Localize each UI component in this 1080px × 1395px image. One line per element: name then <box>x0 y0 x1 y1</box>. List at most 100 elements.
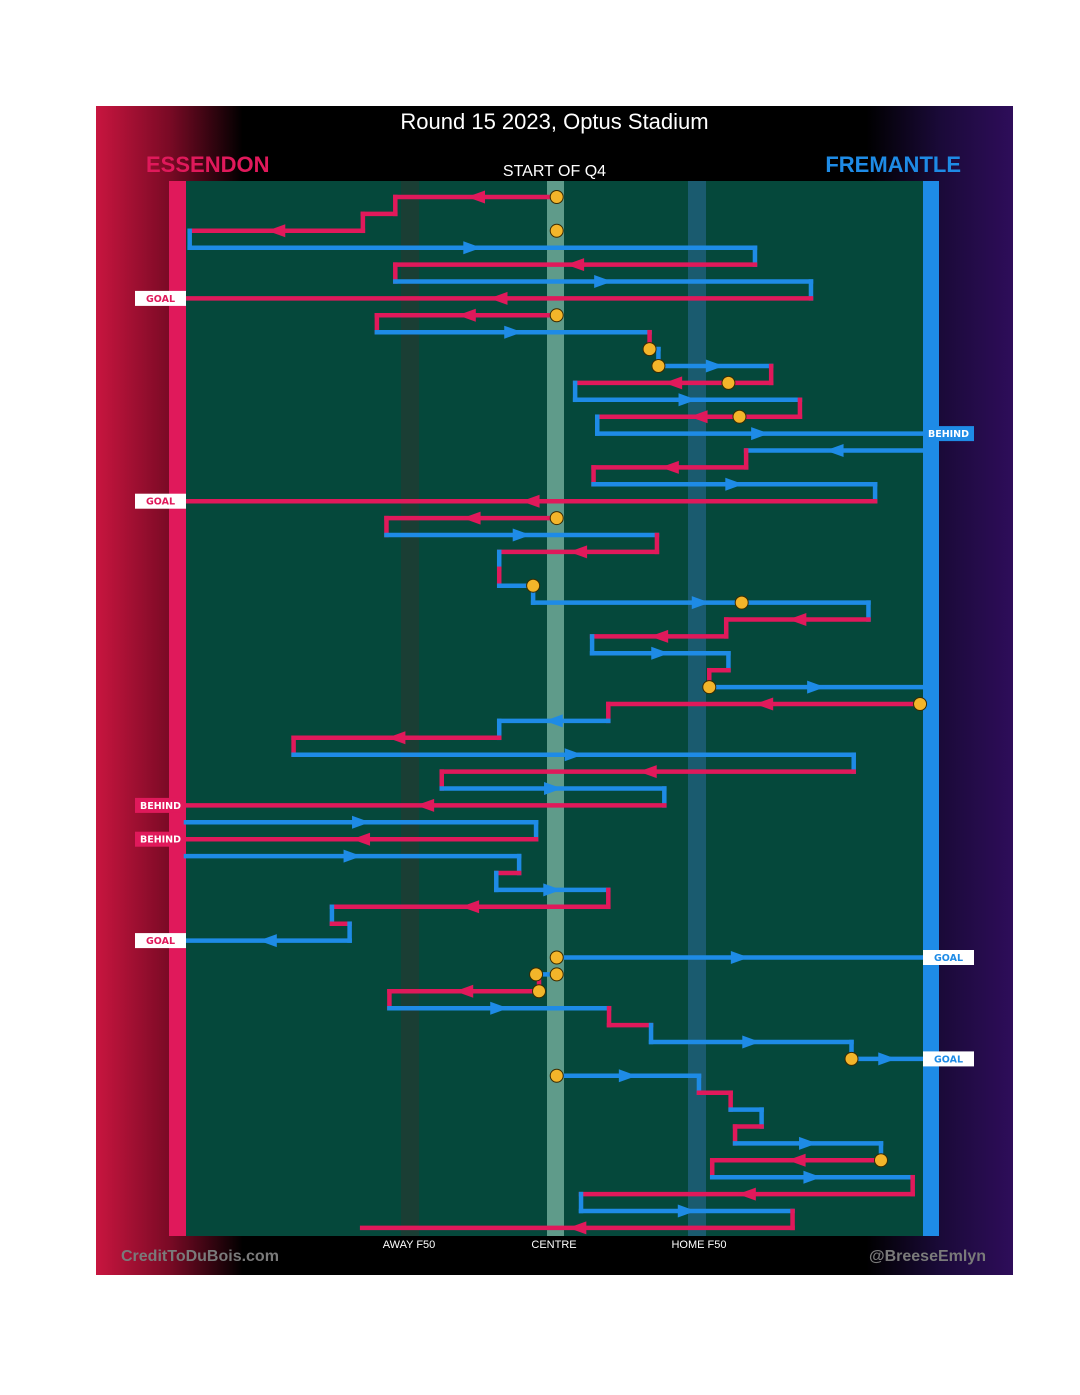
stoppage-marker <box>529 967 544 982</box>
chain-arrow <box>490 1001 509 1015</box>
chain-arrow <box>807 680 826 694</box>
chain-arrow <box>467 190 486 204</box>
chain-chart: GOAL BEHIND GOAL BEHIND BEHIND GOAL GOAL GOAL <box>135 181 974 1236</box>
stoppage-marker <box>526 578 541 593</box>
stoppage-marker <box>913 697 928 711</box>
chain-arrow <box>387 731 406 745</box>
chain-arrow <box>568 1221 587 1235</box>
chain-arrow <box>504 325 523 339</box>
chain-arrow <box>543 883 562 897</box>
chain-arrow <box>594 275 613 288</box>
stoppage-marker <box>642 342 657 357</box>
team-right-name: FREMANTLE <box>825 152 961 177</box>
chain-arrow <box>416 798 435 812</box>
chain-arrow <box>352 832 371 846</box>
chain-arrow <box>521 494 540 508</box>
outcome-tag-text: BEHIND <box>140 835 181 846</box>
chain-arrow <box>705 359 724 373</box>
outcome-tag-text: GOAL <box>934 953 963 964</box>
fremantle-outcome-tag <box>923 426 974 442</box>
stoppage-marker <box>651 359 666 373</box>
chain-arrow <box>677 1204 696 1218</box>
chain-arrow <box>725 477 744 491</box>
chart-title: Round 15 2023, Optus Stadium <box>400 109 709 134</box>
chain-arrow <box>691 596 710 610</box>
stoppage-marker <box>873 1153 888 1168</box>
chain-arrow <box>689 410 708 424</box>
essendon-goal-line <box>169 181 186 1236</box>
chain-arrow <box>678 393 697 407</box>
outcome-tag-text: GOAL <box>146 497 175 508</box>
essendon-outcome-tag <box>135 831 186 847</box>
chain-arrow <box>455 984 474 998</box>
chain-arrow <box>512 528 531 542</box>
chain-arrow <box>258 934 277 948</box>
chain-arrow <box>489 291 508 305</box>
essendon-outcome-tag <box>135 290 186 306</box>
chain-arrow <box>788 613 807 626</box>
stoppage-marker <box>532 984 547 999</box>
chain-arrow <box>660 460 679 474</box>
stoppage-marker <box>549 967 564 982</box>
outcome-tag-text: GOAL <box>934 1054 963 1065</box>
outcome-tag-text: GOAL <box>146 936 175 947</box>
chain-arrow <box>569 545 588 559</box>
credit-left: CreditToDuBois.com <box>121 1248 279 1265</box>
centre-label: CENTRE <box>531 1239 577 1251</box>
essendon-outcome-tag <box>135 797 186 813</box>
stoppage-marker <box>549 308 564 323</box>
chain-arrow <box>463 241 482 255</box>
outcome-tag-text: GOAL <box>146 294 175 305</box>
chain-arrow <box>742 1035 761 1049</box>
chain-arrow <box>664 376 683 390</box>
outcome-tag-text: BEHIND <box>928 429 969 440</box>
chain-arrow <box>650 629 669 643</box>
team-left-name: ESSENDON <box>146 152 270 177</box>
chain-arrow <box>737 1187 756 1201</box>
chain-arrow <box>566 258 585 272</box>
chain-arrow <box>544 714 563 728</box>
stoppage-marker <box>549 1068 564 1083</box>
chain-arrow <box>267 224 286 238</box>
away-f50-stripe <box>401 181 419 1236</box>
chain-arrow <box>564 748 583 762</box>
chain-arrow <box>803 1170 822 1184</box>
stoppage-marker <box>549 511 564 526</box>
stoppage-marker <box>732 409 747 424</box>
chain-arrow <box>825 444 844 457</box>
chain-arrow <box>787 1153 806 1167</box>
fremantle-outcome-tag <box>923 950 974 965</box>
stoppage-marker <box>549 190 564 204</box>
stoppage-marker <box>734 595 749 610</box>
chain-arrow <box>457 308 476 322</box>
essendon-outcome-tag <box>135 493 186 509</box>
essendon-outcome-tag <box>135 933 186 949</box>
quarter-label: START OF Q4 <box>502 163 607 180</box>
chain-arrow <box>461 900 480 914</box>
fremantle-goal-line <box>923 181 939 1236</box>
chain-arrow <box>462 511 481 525</box>
chain-arrow <box>799 1136 818 1150</box>
chain-arrow <box>751 427 770 441</box>
fremantle-outcome-tag <box>923 1051 974 1067</box>
stoppage-marker <box>549 950 564 965</box>
chain-arrow <box>638 765 657 779</box>
stoppage-marker <box>844 1051 859 1066</box>
chain-arrow <box>618 1069 637 1083</box>
chain-arrow <box>755 697 774 711</box>
chain-arrow <box>343 849 362 863</box>
home-f50-stripe <box>688 181 706 1236</box>
chain-arrow <box>544 782 563 795</box>
stoppage-marker <box>721 375 736 390</box>
chain-arrow <box>878 1052 897 1066</box>
stoppage-marker <box>702 680 717 695</box>
chain-arrow <box>352 815 371 829</box>
stoppage-marker <box>549 223 564 238</box>
poster-background: Round 15 2023, Optus Stadium ESSENDON FR… <box>96 106 1013 1275</box>
chain-arrow <box>651 646 670 660</box>
home-f50-label: HOME F50 <box>671 1239 727 1251</box>
credit-right: @BreeseEmlyn <box>869 1248 986 1265</box>
chain-arrow <box>730 951 749 964</box>
away-f50-label: AWAY F50 <box>382 1239 436 1251</box>
outcome-tag-text: BEHIND <box>140 801 181 812</box>
